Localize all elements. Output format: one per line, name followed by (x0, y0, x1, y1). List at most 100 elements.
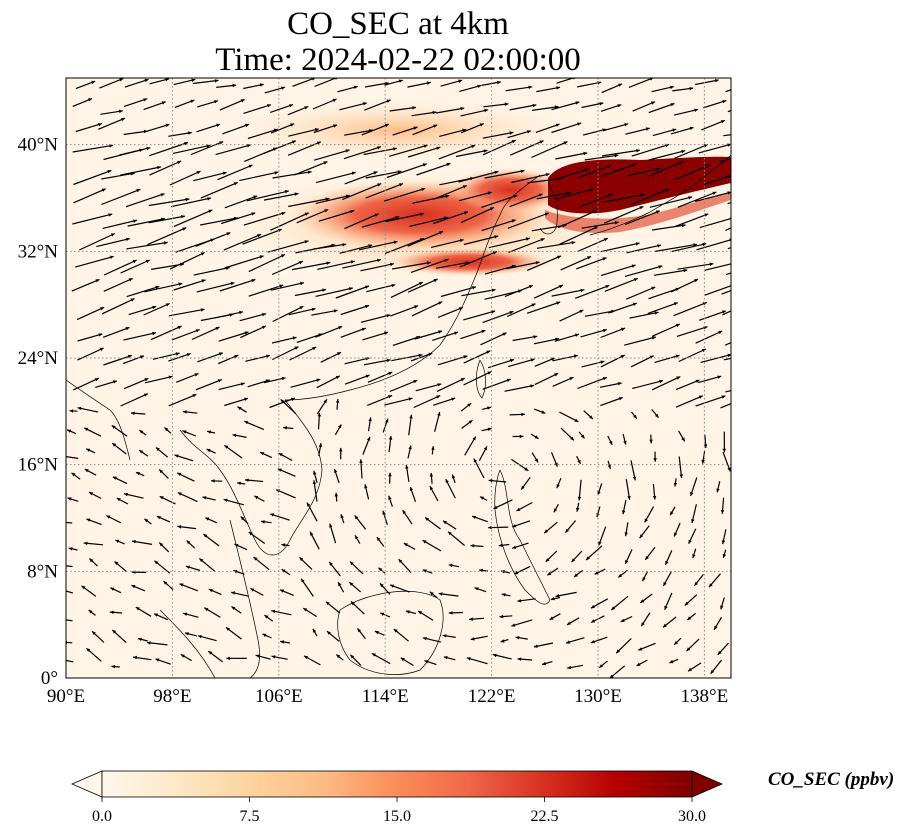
wind-vector-head (270, 513, 275, 517)
wind-vector-head (511, 219, 516, 223)
wind-vector-head (175, 352, 180, 356)
wind-vector (360, 314, 391, 323)
wind-vector-head (437, 412, 441, 416)
wind-vector-head (721, 395, 726, 399)
wind-vector (358, 240, 398, 251)
wind-vector (240, 325, 267, 339)
wind-vector-head (750, 131, 754, 134)
wind-vector (120, 393, 149, 407)
wind-vector-head (420, 212, 424, 216)
wind-vector (224, 255, 264, 269)
wind-vector (172, 144, 211, 154)
wind-vector (366, 284, 396, 293)
wind-vector-head (464, 211, 468, 215)
wind-vector (340, 327, 366, 338)
wind-vector-head (636, 662, 641, 666)
wind-vector (101, 172, 135, 180)
wind-vector-head (107, 170, 112, 174)
wind-vector-head (621, 327, 625, 332)
colorbar-tick-label: 30.0 (678, 808, 706, 825)
wind-vector-head (436, 395, 441, 399)
wind-vector-head (663, 582, 667, 586)
wind-vector-head (251, 212, 256, 216)
wind-vector-head (749, 153, 753, 156)
wind-vector-head (111, 425, 116, 429)
wind-vector (581, 360, 605, 368)
lat-tick-label: 24°N (18, 348, 59, 369)
wind-vector (126, 285, 160, 298)
wind-vector-head (664, 605, 668, 610)
wind-vector (678, 456, 683, 479)
wind-vector-head (594, 571, 599, 575)
wind-vector-head (81, 585, 86, 590)
wind-vector (652, 128, 677, 137)
wind-vector-head (217, 379, 222, 383)
wind-vector (482, 139, 516, 156)
wind-vector (700, 354, 731, 363)
wind-vector-head (181, 215, 185, 219)
wind-vector (601, 83, 623, 94)
wind-vector (272, 305, 304, 323)
lat-tick-label: 8°N (27, 561, 58, 582)
wind-vector-head (709, 262, 714, 266)
wind-vector-head (424, 660, 429, 664)
wind-vector-head (577, 459, 581, 464)
wind-vector-head (757, 263, 761, 266)
wind-vector-head (622, 510, 626, 515)
wind-vector (536, 192, 571, 200)
wind-vector-head (673, 482, 678, 487)
wind-vector-head (159, 542, 164, 547)
wind-vector-head (474, 587, 479, 591)
wind-vector-head (350, 561, 354, 566)
wind-vector-head (237, 481, 241, 486)
wind-vector-head (77, 406, 82, 411)
wind-vector (77, 333, 103, 342)
wind-vector-head (574, 418, 579, 422)
wind-vector-head (58, 588, 62, 591)
wind-vector (414, 330, 443, 340)
wind-vector-head (747, 302, 751, 305)
wind-vector-head (207, 430, 211, 434)
wind-vector-head (339, 447, 343, 452)
wind-vector (96, 238, 130, 248)
wind-vector-head (115, 539, 120, 543)
wind-vector-head (545, 173, 550, 177)
wind-vector-head (299, 261, 303, 265)
colorbar-tick-label: 15.0 (383, 808, 411, 825)
wind-vector-head (106, 515, 111, 519)
wind-vector-head (379, 583, 384, 588)
wind-vector-head (433, 124, 438, 128)
wind-vector-head (163, 581, 168, 585)
wind-vector (624, 336, 656, 346)
wind-vector-head (670, 103, 675, 107)
wind-vector (196, 282, 235, 293)
wind-vector-head (128, 278, 133, 282)
wind-vector (460, 123, 484, 134)
wind-vector-head (722, 448, 727, 453)
wind-vector-head (494, 170, 499, 175)
wind-vector-head (195, 329, 200, 333)
wind-vector (677, 191, 717, 208)
wind-vector-head (517, 657, 522, 661)
wind-vector (192, 79, 219, 85)
wind-vector-head (496, 80, 501, 85)
wind-vector-head (164, 427, 169, 432)
wind-vector (551, 122, 582, 134)
wind-vector-head (554, 373, 559, 377)
wind-vector (173, 209, 213, 227)
wind-vector (699, 217, 731, 229)
wind-vector-head (200, 308, 205, 312)
lon-tick-label: 98°E (153, 686, 191, 707)
wind-vector-head (280, 399, 285, 404)
wind-vector-head (554, 462, 558, 467)
wind-vector-head (264, 615, 269, 619)
colorbar-extend-max (691, 770, 724, 798)
wind-vector (412, 124, 438, 136)
wind-vector-head (527, 130, 531, 134)
wind-vector-head (240, 382, 245, 386)
wind-vector-head (422, 540, 427, 544)
wind-vector (144, 282, 183, 293)
wind-vector (315, 171, 356, 184)
wind-vector-head (421, 187, 426, 192)
wind-vector-head (691, 519, 695, 523)
